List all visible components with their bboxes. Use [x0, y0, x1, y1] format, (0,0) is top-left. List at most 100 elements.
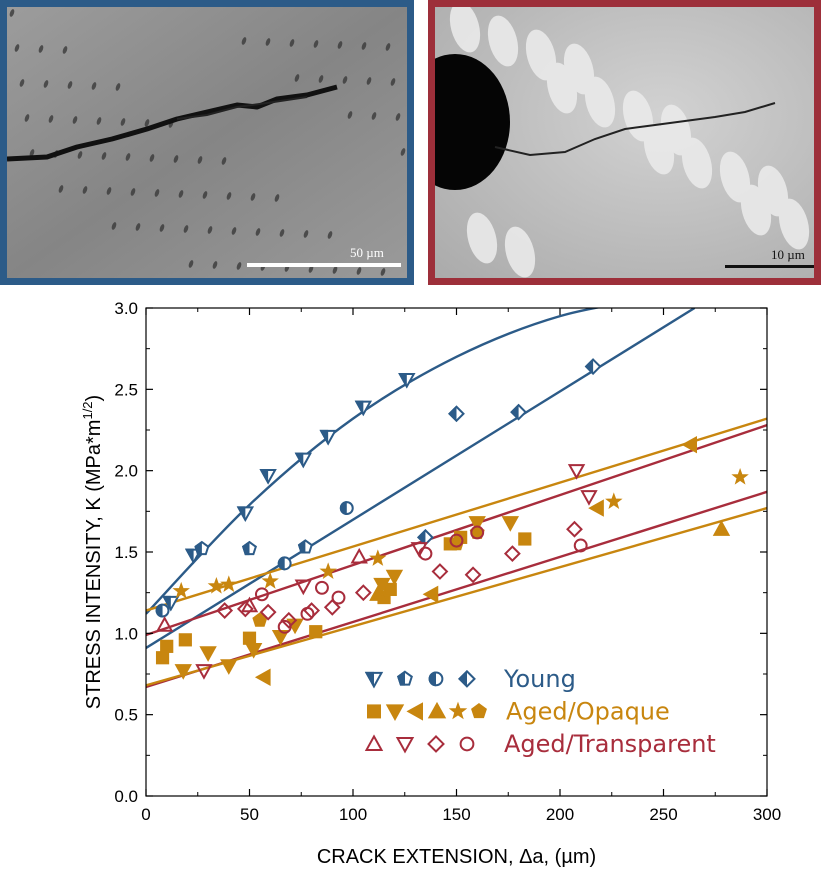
data-point-s8-p1 — [207, 576, 226, 594]
data-point-s0-p2 — [236, 506, 255, 523]
axis-ticks: 0 50 100 150 200 250 300 0.0 0.5 1.0 1.5 2.0 2.5 3.0 — [114, 299, 781, 824]
legend: Young Aged/Opaque Aged/Transparent — [364, 665, 716, 758]
data-point-s5-p7 — [385, 569, 404, 586]
data-point-s0-p7 — [398, 372, 416, 389]
data-point-s12-p0 — [216, 602, 234, 619]
legend-label-0: Young — [503, 665, 576, 693]
scale-bar-label-right: 10 µm — [771, 247, 805, 262]
data-point-s5-p0 — [174, 664, 192, 680]
data-point-s12-p3 — [280, 611, 298, 629]
data-point-s6-p2 — [588, 499, 604, 517]
data-point-s4-p9 — [518, 532, 532, 546]
y-axis-label-close: ) — [83, 395, 105, 402]
micrograph-right-image — [435, 7, 814, 278]
data-point-s12-p6 — [354, 584, 372, 602]
data-point-s1-p0 — [194, 540, 210, 556]
legend-marker-2-2 — [427, 735, 445, 753]
x-tick-label-4: 200 — [546, 805, 574, 824]
data-point-s8-p2 — [220, 575, 238, 592]
legend-marker-1-0 — [367, 704, 381, 719]
data-point-s8-p4 — [319, 562, 337, 579]
fit-line-1 — [146, 308, 696, 649]
data-point-s2-p1 — [277, 556, 292, 571]
fit-lines — [146, 308, 767, 689]
fit-line-0 — [146, 308, 602, 615]
data-point-s0-p3 — [259, 468, 277, 485]
micrograph-right: 10 µm — [428, 0, 821, 285]
data-point-s10-p2 — [350, 547, 368, 564]
micrograph-left: 50 µm — [0, 0, 414, 285]
data-point-s0-p5 — [319, 429, 337, 446]
legend-marker-1-1 — [385, 704, 405, 721]
y-axis-label-exponent: 1/2 — [80, 401, 95, 419]
data-point-s4-p3 — [242, 631, 257, 645]
data-point-s8-p0 — [172, 581, 190, 599]
y-tick-label-6: 3.0 — [114, 299, 138, 318]
data-point-s13-p7 — [470, 525, 485, 540]
y-tick-label-3: 1.5 — [114, 543, 138, 562]
y-axis-label: STRESS INTENSITY, K (MPa*m1/2) — [80, 395, 105, 709]
data-point-s13-p8 — [573, 538, 588, 553]
plot-frame — [145, 307, 768, 797]
data-point-s0-p6 — [354, 400, 373, 417]
data-point-s4-p0 — [155, 651, 170, 665]
data-point-s3-p3 — [584, 358, 602, 375]
legend-marker-2-0 — [364, 734, 384, 751]
legend-marker-1-2 — [406, 702, 423, 721]
legend-marker-2-1 — [395, 736, 415, 754]
data-point-s8-p6 — [605, 492, 623, 509]
scale-bar-label-left: 50 µm — [350, 245, 384, 260]
data-point-s11-p0 — [195, 664, 213, 680]
stress-intensity-chart: 0 50 100 150 200 250 3000.00.51.01.52.02.53.0 … — [80, 299, 781, 868]
data-point-s12-p7 — [431, 563, 449, 580]
fit-line-5 — [146, 506, 767, 687]
data-point-s4-p6 — [383, 582, 397, 597]
data-point-s13-p1 — [277, 619, 292, 634]
x-tick-label-0: 0 — [141, 805, 150, 824]
data-point-s13-p2 — [300, 606, 315, 621]
data-point-s6-p0 — [254, 668, 271, 686]
legend-marker-0-1 — [397, 670, 413, 686]
legend-label-2: Aged/Transparent — [504, 730, 716, 758]
x-tick-label-5: 250 — [649, 805, 677, 824]
data-point-s1-p1 — [241, 540, 258, 556]
data-point-s8-p3 — [261, 572, 279, 589]
legend-marker-1-5 — [471, 703, 487, 719]
legend-marker-0-3 — [458, 669, 476, 688]
data-point-s11-p4 — [580, 490, 598, 506]
data-point-s6-p3 — [681, 435, 698, 454]
x-tick-label-2: 100 — [339, 805, 367, 824]
data-point-s13-p0 — [254, 587, 269, 602]
legend-marker-0-0 — [364, 671, 384, 689]
x-tick-label-6: 300 — [753, 805, 781, 824]
fit-line-2 — [146, 417, 767, 612]
data-point-s3-p1 — [448, 405, 465, 423]
data-point-s11-p3 — [567, 464, 586, 480]
legend-marker-1-4 — [448, 701, 468, 720]
data-point-s5-p1 — [199, 646, 217, 662]
data-point-s4-p1 — [160, 639, 174, 653]
data-point-s1-p2 — [297, 539, 313, 554]
data-point-s5-p2 — [220, 659, 238, 675]
data-point-s5-p3 — [244, 643, 263, 659]
x-tick-label-3: 150 — [442, 805, 470, 824]
data-point-s12-p10 — [566, 520, 583, 538]
y-tick-label-4: 2.0 — [114, 462, 138, 481]
data-point-s12-p5 — [323, 598, 341, 616]
y-tick-label-0: 0.0 — [114, 787, 138, 806]
y-tick-label-5: 2.5 — [114, 380, 138, 399]
data-point-s0-p4 — [294, 452, 313, 469]
fit-line-4 — [146, 490, 767, 689]
data-point-s3-p2 — [510, 403, 528, 421]
data-point-s12-p1 — [236, 600, 254, 618]
data-point-s13-p3 — [315, 580, 329, 595]
data-point-s4-p4 — [309, 625, 323, 639]
data-point-s10-p0 — [155, 616, 174, 632]
y-tick-label-1: 0.5 — [114, 706, 138, 725]
x-tick-label-1: 50 — [240, 805, 259, 824]
legend-label-1: Aged/Opaque — [506, 697, 670, 725]
data-point-s0-p0 — [162, 595, 180, 612]
data-point-s12-p2 — [259, 603, 277, 621]
data-point-s5-p6 — [373, 577, 391, 594]
micrograph-left-image — [7, 7, 407, 278]
